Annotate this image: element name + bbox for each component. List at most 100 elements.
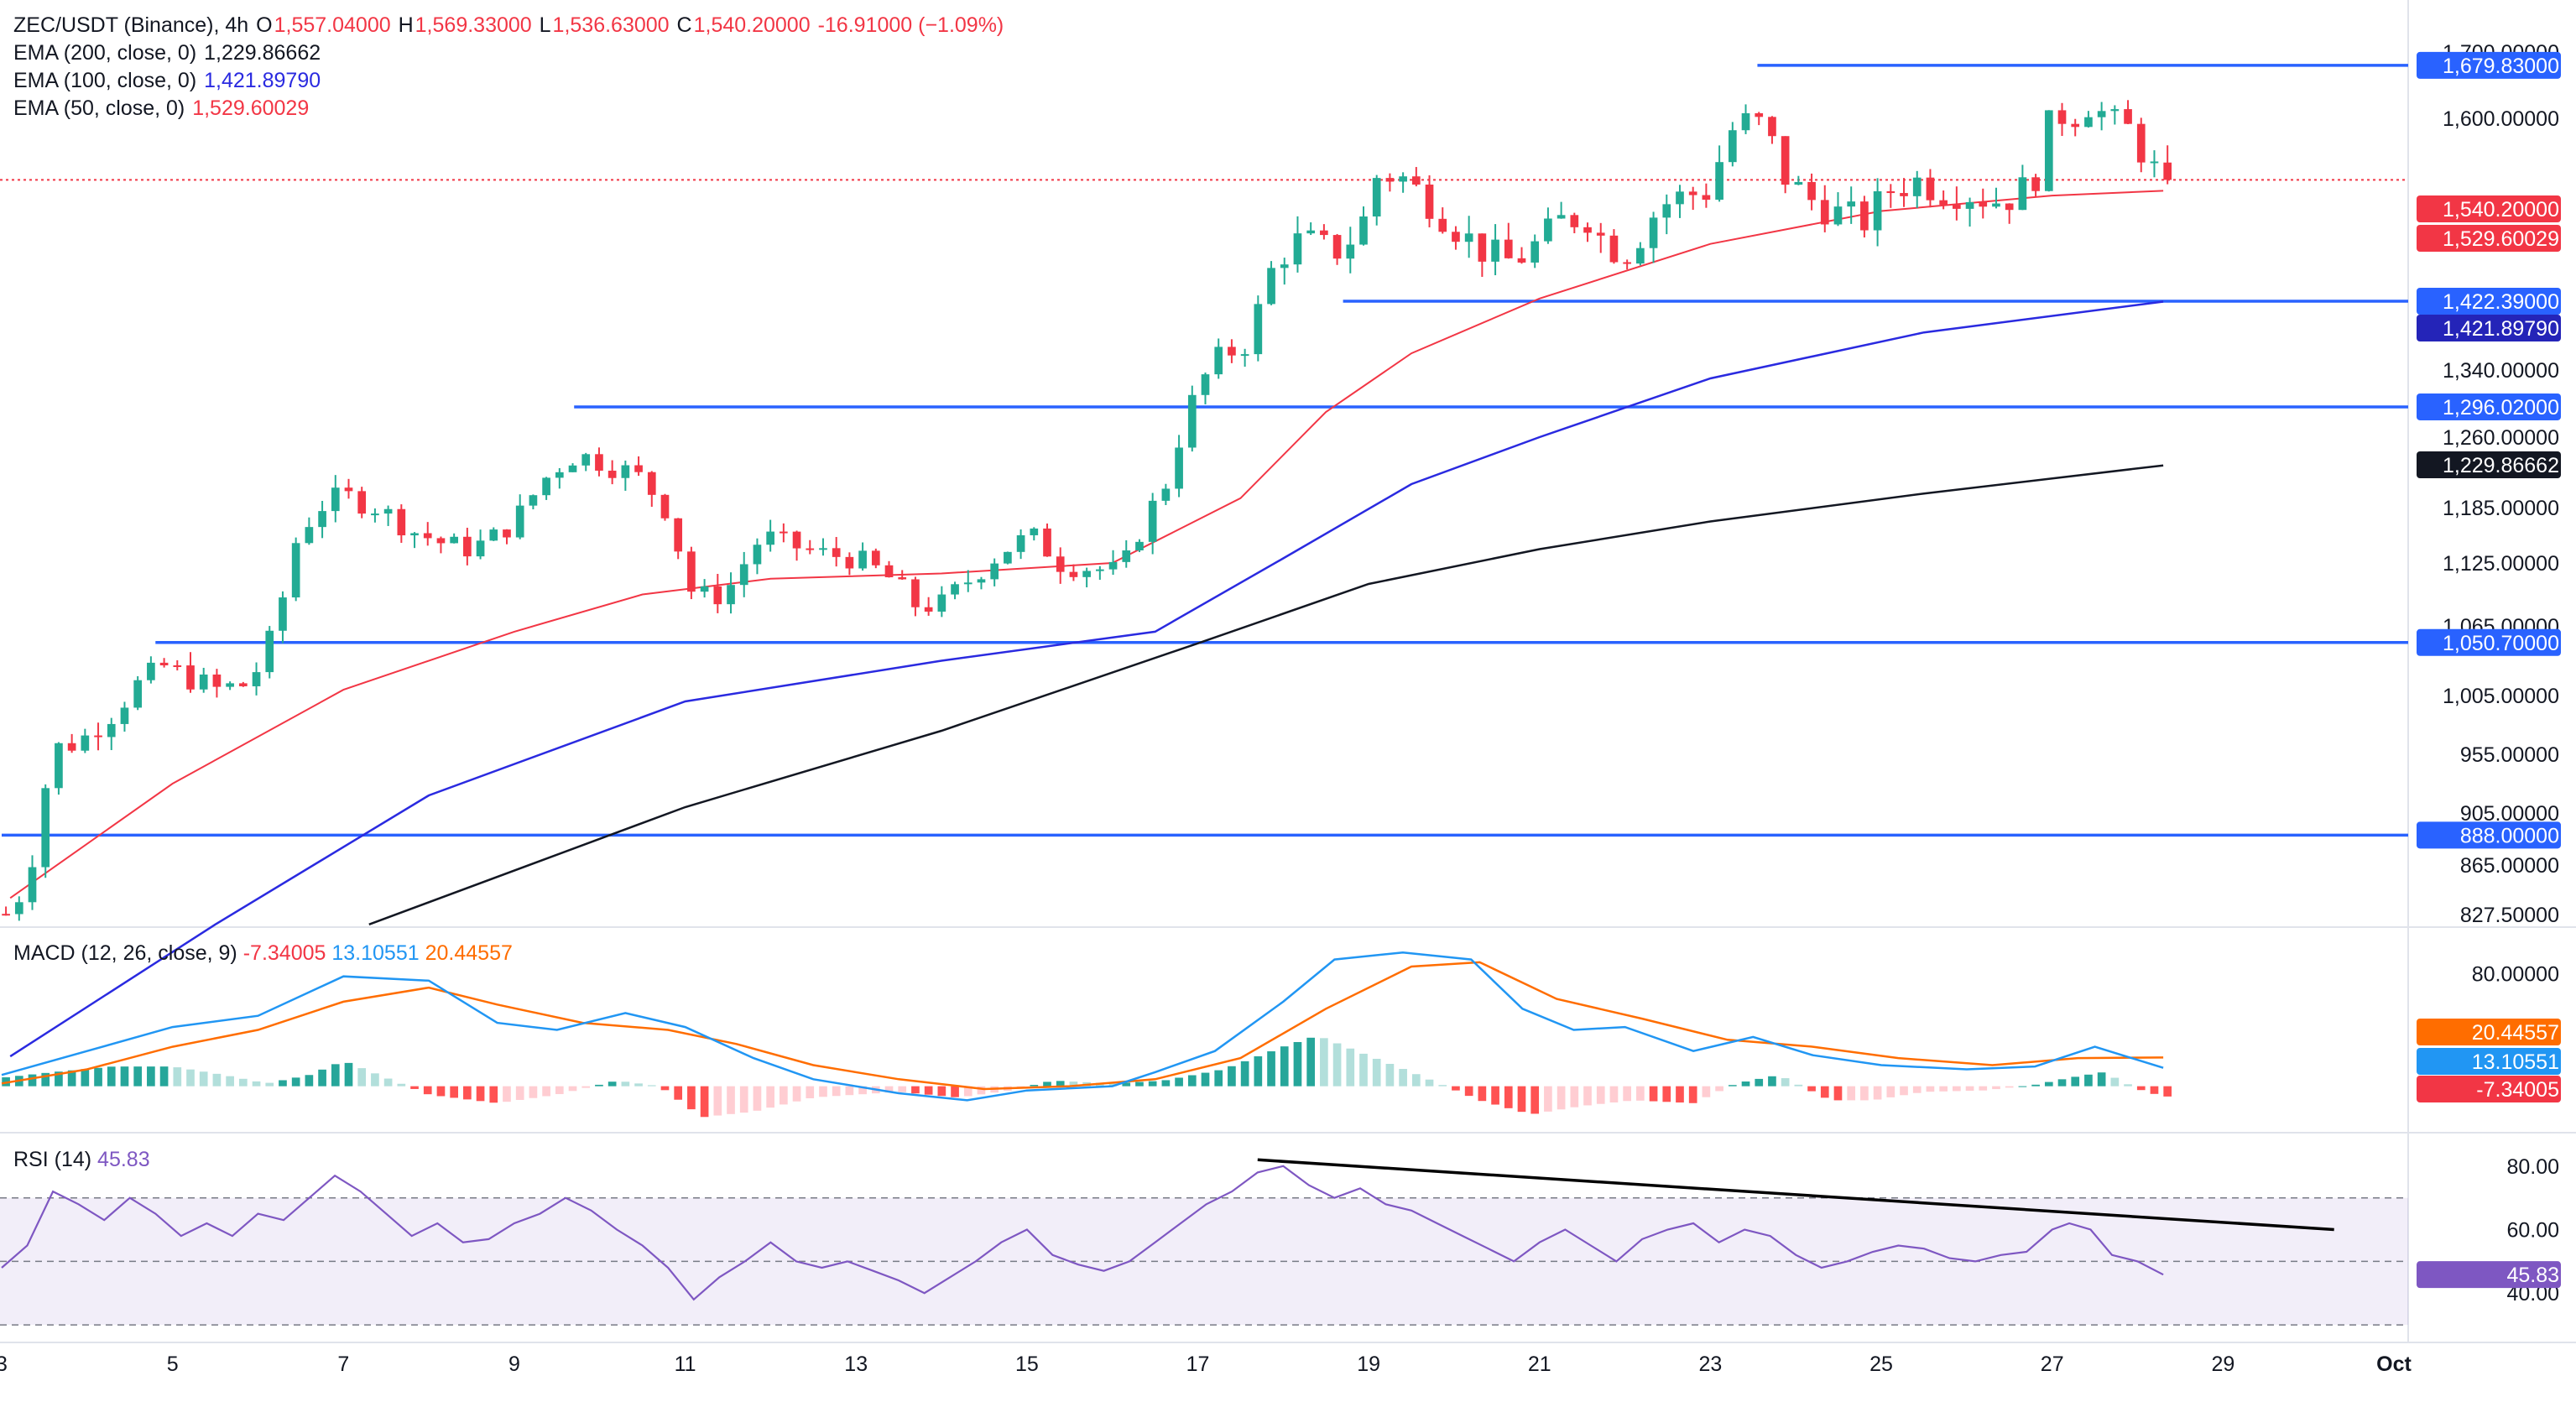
candle-body xyxy=(423,533,432,539)
candle-body xyxy=(120,707,129,724)
candle-128 xyxy=(1688,186,1697,211)
candle-29 xyxy=(383,505,393,526)
candle-55 xyxy=(727,572,735,614)
candle-59 xyxy=(780,523,788,543)
candle-body xyxy=(94,735,102,737)
candle-127 xyxy=(1676,185,1684,218)
candle-body xyxy=(937,594,946,612)
macd-hist-bar-67 xyxy=(884,1086,894,1093)
candle-body xyxy=(1016,534,1025,552)
candle-15 xyxy=(199,667,208,693)
time-tick-0: 3 xyxy=(0,1352,8,1376)
macd-hist-bar-125 xyxy=(1649,1086,1658,1102)
candle-body xyxy=(687,551,696,592)
price-tick-10: 955.00000 xyxy=(2460,743,2559,767)
candle-body xyxy=(1953,205,1961,209)
time-axis[interactable]: 3 5 7 9 11 13 15 17 19 21 23 25 27 29 Oct xyxy=(0,1352,2412,1376)
macd-hist-bar-142 xyxy=(1873,1086,1882,1100)
candle-body xyxy=(581,454,591,466)
candle-50 xyxy=(660,493,670,521)
candle-158 xyxy=(2084,111,2093,128)
candle-92 xyxy=(1214,338,1223,379)
macd-hist-bar-37 xyxy=(489,1086,498,1103)
rsi-pane[interactable] xyxy=(0,1158,2408,1326)
macd-hist-bar-15 xyxy=(199,1071,208,1087)
price-tick-11: 905.00000 xyxy=(2460,802,2559,826)
macd-hist-bar-87 xyxy=(1148,1081,1157,1087)
candle-body xyxy=(1676,191,1684,205)
macd-hist-bar-97 xyxy=(1280,1046,1289,1087)
macd-hist-bar-113 xyxy=(1491,1086,1499,1105)
ema-200-legend[interactable]: EMA (200, close, 0) 1,229.86662 xyxy=(13,39,1005,67)
candle-body xyxy=(2136,123,2146,163)
rsi-legend[interactable]: RSI (14) 45.83 xyxy=(13,1148,150,1172)
candle-body xyxy=(1280,264,1289,268)
candle-52 xyxy=(687,546,696,600)
candle-body xyxy=(1544,218,1552,242)
candle-body xyxy=(1833,206,1843,225)
candle-body xyxy=(515,505,524,538)
price-axis[interactable]: 1,800.000001,700.000001,600.000001,340.0… xyxy=(2417,0,2561,1306)
candle-body xyxy=(410,533,419,536)
time-tick-6: 15 xyxy=(1015,1352,1039,1376)
macd-legend[interactable]: MACD (12, 26, close, 9) -7.34005 13.1055… xyxy=(13,941,513,966)
ema-100-legend[interactable]: EMA (100, close, 0) 1,421.89790 xyxy=(13,67,1005,95)
candle-137 xyxy=(1807,173,1816,211)
ema-50-value: 1,529.60029 xyxy=(192,96,310,120)
candle-82 xyxy=(1082,567,1091,588)
candle-body xyxy=(1912,177,1922,196)
macd-pane[interactable] xyxy=(1,951,2172,1118)
candle-body xyxy=(357,491,367,514)
ema-50-legend[interactable]: EMA (50, close, 0) 1,529.60029 xyxy=(13,95,1005,122)
ema-100-line xyxy=(9,300,2164,1058)
price-pane[interactable] xyxy=(0,0,2576,1343)
candle-body xyxy=(753,545,762,565)
candle-161 xyxy=(2124,100,2132,125)
candle-body xyxy=(990,563,999,580)
close-value: 1,540.20000 xyxy=(693,13,811,37)
candle-79 xyxy=(1043,523,1051,557)
candle-21 xyxy=(279,591,287,644)
candle-body xyxy=(1570,215,1579,227)
candle-body xyxy=(1886,190,1895,194)
candle-body xyxy=(1979,201,1988,207)
macd-hist-bar-20 xyxy=(265,1082,274,1087)
candle-body xyxy=(2,914,10,916)
macd-hist-bar-164 xyxy=(2163,1086,2172,1097)
candle-148 xyxy=(1953,186,1961,221)
macd-hist-bar-135 xyxy=(1781,1078,1790,1087)
time-tick-2: 7 xyxy=(337,1352,349,1376)
candle-body xyxy=(1135,541,1144,551)
candle-32 xyxy=(423,522,432,546)
rsi-label: RSI (14) xyxy=(13,1148,92,1171)
candle-body xyxy=(845,556,854,569)
macd-hist-bar-147 xyxy=(1939,1086,1948,1092)
macd-hist-bar-30 xyxy=(397,1083,406,1087)
candle-100 xyxy=(1320,224,1328,240)
candle-62 xyxy=(819,538,827,556)
symbol-label: ZEC/USDT (Binance), 4h xyxy=(13,13,249,37)
open-key: O xyxy=(256,13,273,37)
candle-154 xyxy=(2031,174,2040,197)
candle-body xyxy=(1464,233,1473,242)
candle-body xyxy=(963,582,973,585)
candle-60 xyxy=(792,530,801,561)
candle-77 xyxy=(1016,529,1025,560)
candle-64 xyxy=(845,552,854,576)
candle-body xyxy=(81,735,90,751)
macd-hist-bar-130 xyxy=(1715,1086,1723,1092)
candle-101 xyxy=(1332,233,1342,265)
candle-37 xyxy=(489,527,498,541)
candle-156 xyxy=(2057,102,2067,137)
candle-11 xyxy=(147,656,155,684)
candle-6 xyxy=(81,728,90,753)
candle-body xyxy=(1847,201,1856,207)
candle-body xyxy=(2005,203,2014,211)
macd-hist-bar-119 xyxy=(1570,1086,1579,1108)
candle-body xyxy=(2044,110,2053,191)
candle-117 xyxy=(1544,207,1552,244)
macd-hist-bar-106 xyxy=(1399,1069,1407,1087)
candle-140 xyxy=(1847,186,1856,224)
macd-hist-bar-89 xyxy=(1175,1077,1183,1087)
